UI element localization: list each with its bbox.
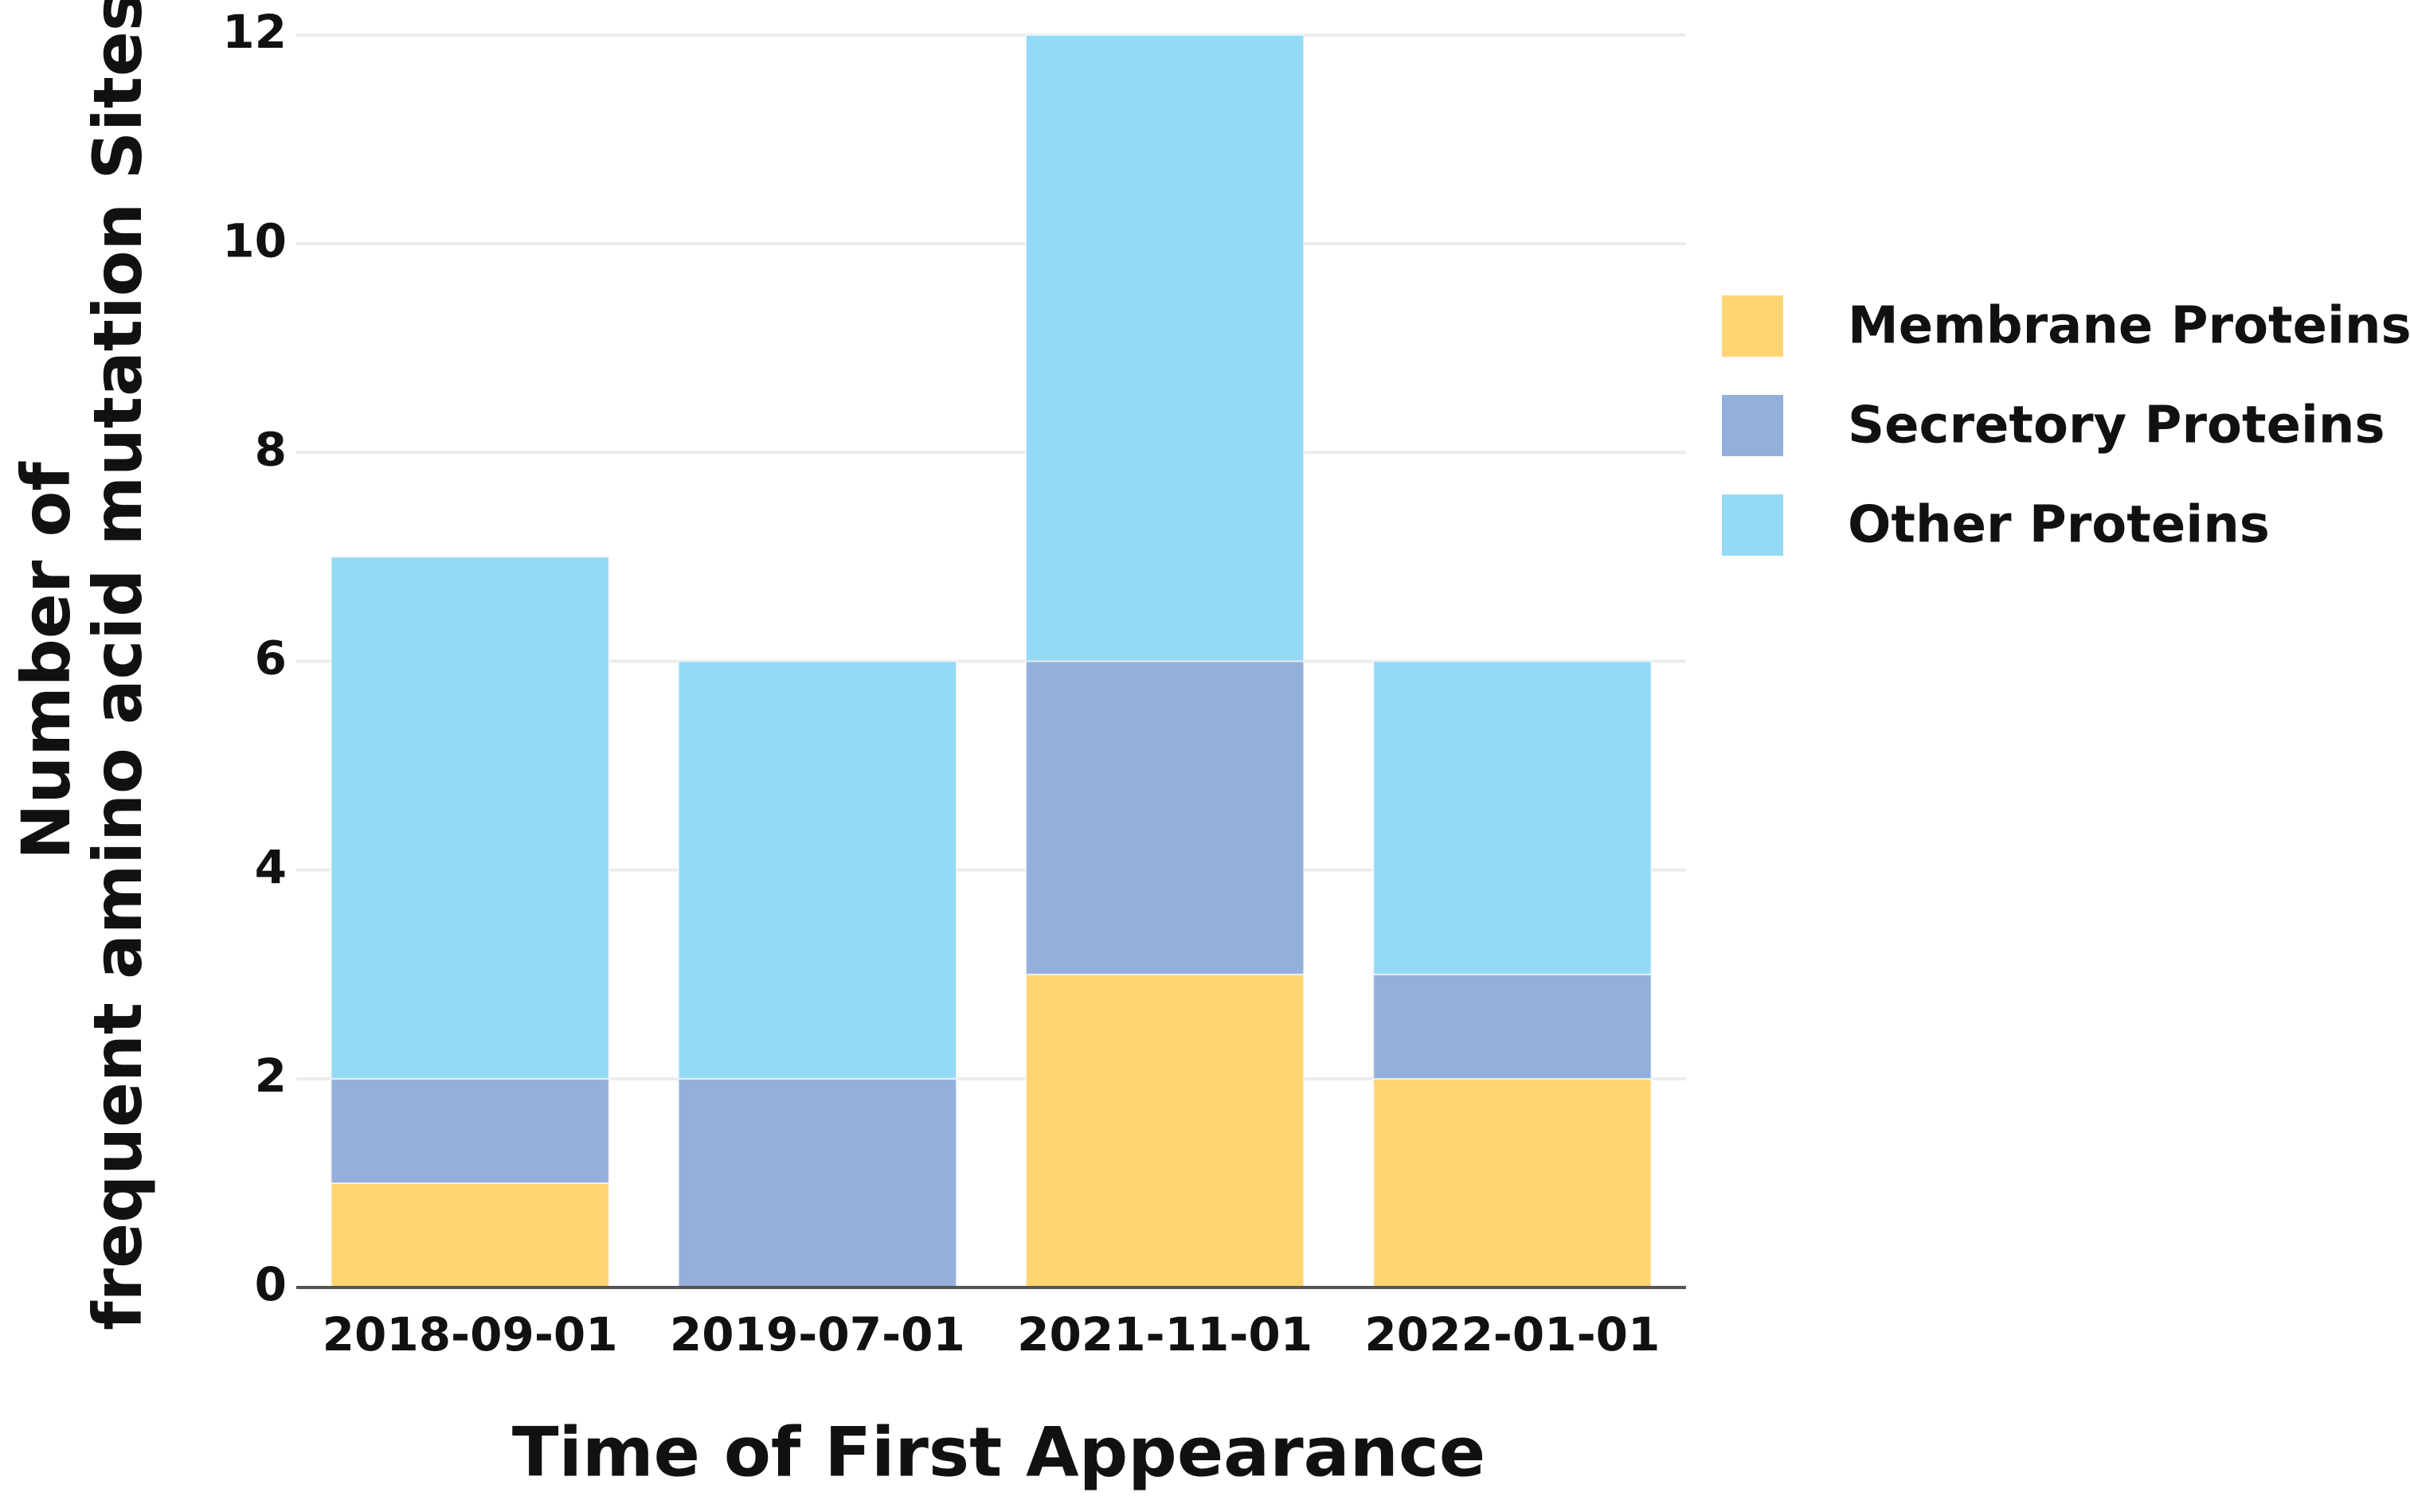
bar-segment: [1372, 973, 1653, 1080]
bar-segment: [1025, 660, 1305, 975]
bar-segment: [1025, 34, 1305, 662]
legend-swatch: [1722, 295, 1783, 357]
bar-segment: [1372, 1077, 1653, 1289]
bar-segment: [1372, 660, 1653, 975]
y-tick-label: 8: [255, 422, 287, 476]
legend-swatch: [1722, 494, 1783, 556]
y-axis-title: Number of: [7, 461, 85, 860]
y-tick-label: 0: [255, 1257, 287, 1311]
bar-segment: [330, 1077, 610, 1184]
y-tick-label: 4: [255, 840, 287, 894]
x-tick-label: 2019-07-01: [670, 1307, 965, 1362]
y-axis-title: frequent amino acid mutation Sites: [79, 0, 157, 1330]
x-tick-label: 2022-01-01: [1364, 1307, 1660, 1362]
bar-segment: [1025, 973, 1305, 1288]
y-tick-label: 2: [255, 1049, 287, 1103]
bar-segment: [677, 1077, 957, 1289]
legend-label: Other Proteins: [1848, 496, 2270, 555]
legend-label: Membrane Proteins: [1848, 297, 2410, 356]
x-axis-title: Time of First Appearance: [512, 1412, 1485, 1492]
bar-segment: [677, 660, 957, 1080]
y-tick-label: 10: [222, 213, 287, 268]
y-tick-label: 6: [255, 631, 287, 686]
legend-label: Secretory Proteins: [1848, 397, 2385, 455]
y-tick-label: 12: [222, 5, 287, 59]
legend-swatch: [1722, 395, 1783, 456]
x-tick-label: 2018-09-01: [323, 1307, 618, 1362]
bar-segment: [330, 556, 610, 1080]
x-tick-label: 2021-11-01: [1017, 1307, 1313, 1362]
bar-segment: [330, 1182, 610, 1288]
